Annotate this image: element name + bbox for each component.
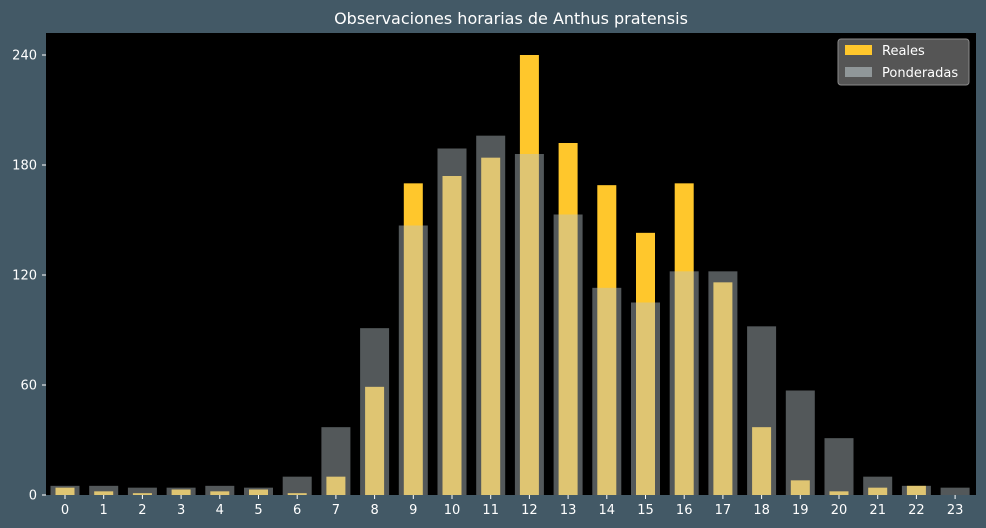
x-tick-label-7: 7 xyxy=(332,503,340,518)
bar-reales-8 xyxy=(365,386,385,495)
bar-reales-3 xyxy=(171,489,191,495)
bar-ponderadas-16 xyxy=(669,271,699,495)
bar-ponderadas-18 xyxy=(747,326,777,495)
bar-ponderadas-21 xyxy=(863,476,893,495)
bar-reales-6 xyxy=(287,493,307,495)
y-tick-label-120: 120 xyxy=(12,269,37,284)
bar-reales-1 xyxy=(94,491,114,495)
bar-reales-13 xyxy=(558,143,578,495)
legend-swatch-ponderadas xyxy=(845,67,872,77)
y-axis: 0 60 120 180 240 xyxy=(12,49,46,504)
bar-reales-12 xyxy=(519,55,539,495)
bar-ponderadas-6 xyxy=(282,476,312,495)
bar-ponderadas-7 xyxy=(321,427,351,495)
bar-ponderadas-3 xyxy=(166,487,196,495)
bar-reales-4 xyxy=(210,491,230,495)
y-tick-label-180: 180 xyxy=(12,159,37,174)
bar-reales-10 xyxy=(442,176,462,495)
x-tick-label-1: 1 xyxy=(100,503,108,518)
bar-reales-22 xyxy=(906,485,926,495)
x-tick-label-5: 5 xyxy=(254,503,262,518)
legend-label-reales: Reales xyxy=(882,44,925,59)
x-tick-label-0: 0 xyxy=(61,503,69,518)
legend-swatch-reales xyxy=(845,45,872,55)
x-tick-label-14: 14 xyxy=(599,503,616,518)
bar-ponderadas-9 xyxy=(398,225,428,495)
bar-ponderadas-2 xyxy=(127,487,157,495)
x-tick-label-4: 4 xyxy=(216,503,224,518)
bar-ponderadas-14 xyxy=(592,287,622,495)
bars-weighted-series xyxy=(50,135,970,495)
bar-ponderadas-17 xyxy=(708,271,738,495)
bar-reales-7 xyxy=(326,476,346,495)
bar-ponderadas-11 xyxy=(476,135,506,495)
bar-ponderadas-22 xyxy=(901,485,931,495)
x-tick-label-3: 3 xyxy=(177,503,185,518)
bar-reales-15 xyxy=(636,232,655,496)
x-tick-label-16: 16 xyxy=(676,503,693,518)
x-tick-label-15: 15 xyxy=(637,503,654,518)
x-tick-label-19: 19 xyxy=(792,503,809,518)
y-tick-label-60: 60 xyxy=(20,379,37,394)
bar-reales-19 xyxy=(790,480,810,495)
chart-title: Observaciones horarias de Anthus pratens… xyxy=(334,9,688,28)
bar-ponderadas-1 xyxy=(89,485,119,495)
x-axis: 0 1 2 3 4 5 6 7 8 9 10 11 12 13 14 15 16 17 18 19 20 21 22 23 xyxy=(61,495,964,518)
x-tick-label-9: 9 xyxy=(409,503,417,518)
bar-reales-17 xyxy=(713,282,733,495)
bar-ponderadas-10 xyxy=(437,148,467,495)
bar-ponderadas-12 xyxy=(514,154,544,495)
x-tick-label-11: 11 xyxy=(482,503,499,518)
plot-area xyxy=(46,33,976,495)
x-tick-label-21: 21 xyxy=(869,503,886,518)
x-tick-label-8: 8 xyxy=(370,503,378,518)
bar-reales-14 xyxy=(597,185,617,495)
x-tick-label-23: 23 xyxy=(947,503,964,518)
bar-ponderadas-20 xyxy=(824,438,854,495)
bar-ponderadas-5 xyxy=(244,487,273,495)
legend: Reales Ponderadas xyxy=(837,38,970,86)
bar-reales-11 xyxy=(481,157,501,495)
y-tick-label-240: 240 xyxy=(12,49,37,64)
bar-reales-5 xyxy=(249,489,268,495)
bar-reales-21 xyxy=(868,487,888,495)
bar-ponderadas-8 xyxy=(360,328,390,495)
bar-reales-20 xyxy=(829,491,849,495)
x-tick-label-10: 10 xyxy=(444,503,461,518)
x-tick-label-20: 20 xyxy=(831,503,848,518)
bar-reales-18 xyxy=(752,427,772,495)
x-tick-label-12: 12 xyxy=(521,503,538,518)
x-tick-label-2: 2 xyxy=(138,503,146,518)
x-tick-label-13: 13 xyxy=(560,503,577,518)
x-tick-label-6: 6 xyxy=(293,503,301,518)
bar-ponderadas-15 xyxy=(631,302,660,495)
y-tick-label-0: 0 xyxy=(29,489,37,504)
bar-ponderadas-19 xyxy=(785,390,815,495)
bar-reales-16 xyxy=(674,183,694,496)
bar-ponderadas-23 xyxy=(940,487,970,495)
legend-label-ponderadas: Ponderadas xyxy=(882,66,958,81)
bar-ponderadas-0 xyxy=(50,485,80,495)
x-tick-label-17: 17 xyxy=(715,503,732,518)
x-tick-label-22: 22 xyxy=(908,503,925,518)
bar-reales-9 xyxy=(403,183,423,496)
bar-ponderadas-4 xyxy=(205,485,235,495)
bar-reales-0 xyxy=(55,487,75,495)
bar-ponderadas-13 xyxy=(553,214,583,495)
x-tick-label-18: 18 xyxy=(753,503,770,518)
bars-real-series xyxy=(55,55,926,496)
bar-reales-2 xyxy=(132,493,152,495)
